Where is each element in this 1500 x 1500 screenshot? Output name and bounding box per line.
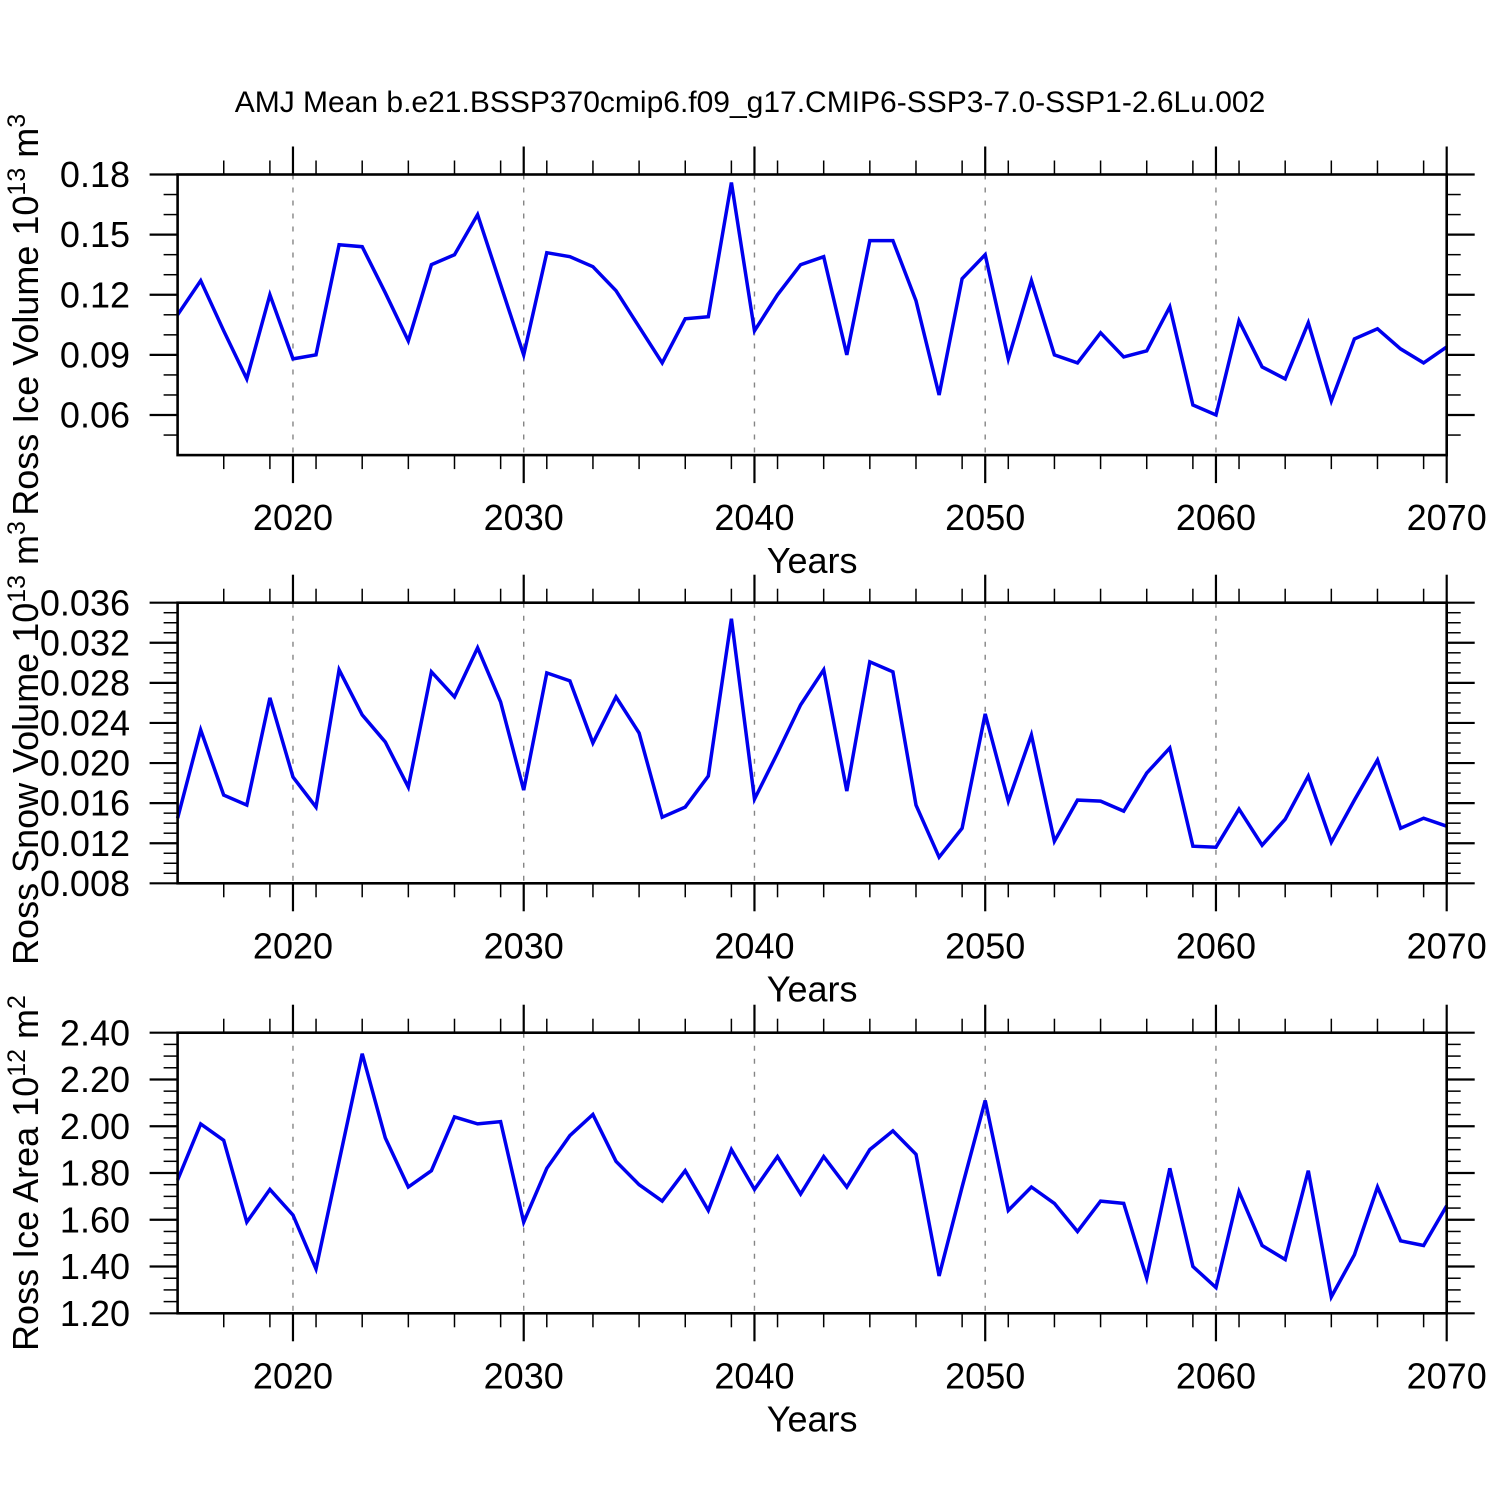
x-tick-label: 2060	[1176, 925, 1256, 966]
y-tick-label: 2.00	[60, 1106, 130, 1147]
y-tick-label: 1.20	[60, 1293, 130, 1334]
y-tick-label: 2.40	[60, 1012, 130, 1053]
y-axis-title: Ross Ice Area 1012 m2	[3, 995, 46, 1351]
x-tick-label: 2030	[484, 1355, 564, 1396]
series-line-ross-ice-volume	[176, 182, 1448, 418]
y-tick-label: 0.032	[40, 622, 130, 663]
y-tick-label: 0.020	[40, 743, 130, 784]
y-axis-title: Ross Ice Volume 1013 m3	[3, 114, 46, 516]
x-tick-label: 2030	[484, 925, 564, 966]
x-axis-title: Years	[767, 968, 858, 1009]
x-tick-label: 2050	[945, 1355, 1025, 1396]
x-tick-label: 2070	[1407, 925, 1487, 966]
x-tick-label: 2030	[484, 497, 564, 538]
series-line-ross-snow-volume	[175, 618, 1448, 861]
y-tick-label: 0.036	[40, 582, 130, 623]
y-tick-label: 0.18	[60, 154, 130, 195]
x-tick-label: 2020	[253, 497, 333, 538]
x-tick-label: 2050	[945, 497, 1025, 538]
x-tick-label: 2060	[1176, 497, 1256, 538]
figure-title: AMJ Mean b.e21.BSSP370cmip6.f09_g17.CMIP…	[234, 86, 1266, 119]
x-tick-label: 2040	[714, 925, 794, 966]
y-tick-label: 0.008	[40, 863, 130, 904]
x-tick-label: 2070	[1407, 497, 1487, 538]
x-tick-label: 2040	[714, 497, 794, 538]
y-tick-label: 0.12	[60, 274, 130, 315]
x-tick-label: 2070	[1407, 1355, 1487, 1396]
x-axis-title: Years	[767, 1398, 858, 1439]
y-tick-label: 1.80	[60, 1153, 130, 1194]
x-tick-label: 2040	[714, 1355, 794, 1396]
x-axis-title: Years	[767, 540, 858, 581]
y-axis-title: Ross Snow Volume 1013 m3	[3, 521, 46, 965]
x-tick-label: 2060	[1176, 1355, 1256, 1396]
series-line-ross-ice-area	[175, 1053, 1449, 1303]
x-tick-label: 2050	[945, 925, 1025, 966]
y-tick-label: 0.016	[40, 783, 130, 824]
x-tick-label: 2020	[253, 1355, 333, 1396]
y-tick-label: 0.012	[40, 823, 130, 864]
y-tick-label: 0.09	[60, 334, 130, 375]
plot-frame	[176, 173, 1448, 457]
y-tick-label: 1.60	[60, 1199, 130, 1240]
y-tick-label: 0.028	[40, 662, 130, 703]
x-tick-label: 2020	[253, 925, 333, 966]
y-tick-label: 0.024	[40, 703, 130, 744]
y-tick-label: 0.15	[60, 214, 130, 255]
y-tick-label: 0.06	[60, 395, 130, 436]
plot-frame	[176, 601, 1448, 885]
y-tick-label: 2.20	[60, 1059, 130, 1100]
y-tick-label: 1.40	[60, 1246, 130, 1287]
